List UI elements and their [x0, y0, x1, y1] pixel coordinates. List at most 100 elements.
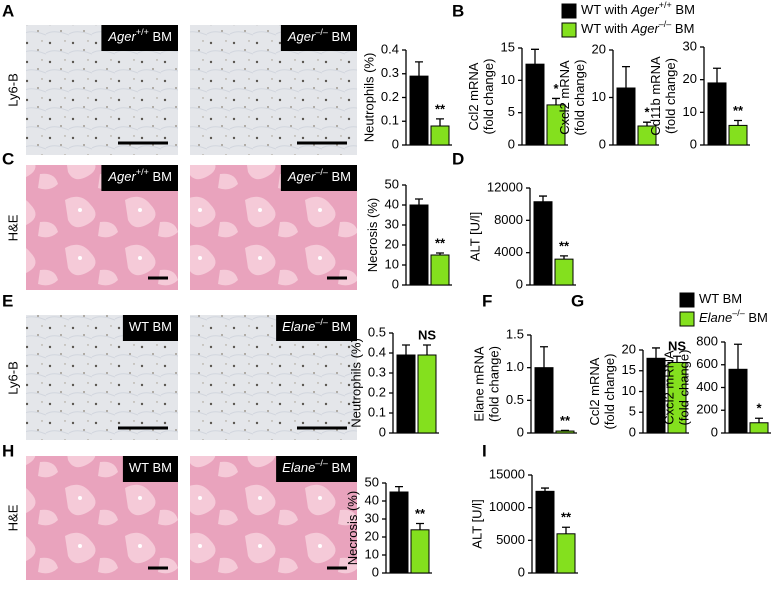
bar	[409, 75, 429, 146]
legend-label: WT BM	[699, 291, 742, 306]
annotation: **	[415, 506, 426, 521]
y-label: (fold change)	[602, 354, 617, 430]
error-bar	[436, 252, 444, 255]
row-label: H&E	[5, 504, 20, 531]
text-part: –/–	[315, 27, 328, 37]
text-part: BM	[149, 29, 172, 44]
y-label: (fold change)	[481, 59, 496, 135]
y-tick-label: 15000	[489, 466, 525, 481]
annotation: **	[559, 238, 570, 253]
label-box	[101, 25, 178, 51]
text-part: Ager	[287, 169, 316, 184]
y-label: (fold change)	[572, 60, 587, 136]
image-label: WT BM	[129, 460, 172, 475]
y-label: Cxcl2 mRNA	[557, 60, 572, 135]
bar	[430, 254, 450, 286]
text-part: WT BM	[129, 460, 172, 475]
text-part: BM	[328, 319, 351, 334]
y-label: Necrosis (%)	[365, 198, 380, 272]
y-tick-label: 0.5	[368, 324, 386, 339]
y-tick-label: 15	[622, 362, 636, 377]
y-label: ALT [U/l]	[469, 499, 484, 548]
y-tick-label: 10	[385, 256, 399, 271]
y-tick-label: 15	[501, 39, 515, 54]
error-bar	[423, 344, 431, 355]
image-label: WT BM	[129, 319, 172, 334]
y-tick-label: 0	[517, 424, 524, 439]
bar	[728, 124, 748, 146]
bar	[555, 430, 575, 434]
bar	[417, 354, 437, 434]
error-bar	[560, 255, 568, 260]
y-tick-label: 8000	[494, 212, 523, 227]
y-tick-label: 0.3	[381, 65, 399, 80]
error-bar	[402, 344, 410, 355]
y-tick-label: 20	[622, 341, 636, 356]
text-part: WT with	[581, 21, 631, 36]
text-part: BM	[149, 169, 172, 184]
text-part: –/–	[315, 458, 328, 468]
error-bar	[562, 526, 570, 534]
text-part: BM	[328, 169, 351, 184]
legend-swatch	[561, 22, 577, 38]
label-box	[122, 315, 178, 341]
annotation: NS	[668, 339, 686, 354]
y-tick-label: 50	[385, 176, 399, 191]
y-tick-label: 10	[683, 104, 697, 119]
error-bar	[734, 119, 742, 126]
text-part: –/–	[315, 317, 328, 327]
error-bar	[652, 347, 660, 359]
y-tick-label: 1.0	[506, 359, 524, 374]
text-part: –/–	[732, 308, 745, 318]
y-tick-label: 0.1	[381, 113, 399, 128]
error-bar	[622, 65, 630, 88]
y-tick-label: 40	[365, 492, 379, 507]
y-tick-label: 800	[696, 333, 718, 348]
y-tick-label: 0	[711, 424, 718, 439]
y-tick-label: 200	[696, 402, 718, 417]
y-tick-label: 12000	[487, 179, 523, 194]
label-box	[101, 165, 178, 191]
bar	[533, 201, 553, 286]
y-tick-label: 10000	[489, 499, 525, 514]
text-part: Ager	[287, 29, 316, 44]
annotation: *	[553, 81, 559, 96]
error-bar	[734, 343, 742, 370]
legend-swatch	[679, 292, 695, 308]
label-box	[280, 165, 357, 191]
bar	[525, 63, 545, 146]
bar	[409, 204, 429, 286]
text-part: –/–	[659, 19, 672, 29]
text-part: +/+	[136, 167, 149, 177]
error-bar	[415, 198, 423, 205]
image-label: Elane–/– BM	[282, 458, 351, 475]
error-bar	[643, 121, 651, 126]
y-tick-label: 0.3	[368, 364, 386, 379]
y-tick-label: 30	[365, 510, 379, 525]
error-bar	[673, 355, 681, 363]
text-part: WT BM	[129, 319, 172, 334]
y-tick-label: 10	[622, 383, 636, 398]
y-tick-label: 0.4	[368, 344, 386, 359]
error-bar	[713, 67, 721, 83]
annotation: *	[644, 105, 650, 120]
annotation: *	[756, 401, 762, 416]
annotation: **	[435, 101, 446, 116]
label-box	[122, 456, 178, 482]
image-label: Ager+/+ BM	[107, 167, 172, 184]
y-label: Cd11b mRNA	[648, 56, 663, 136]
legend-label: WT with Ager+/+ BM	[581, 0, 695, 17]
error-bar	[436, 118, 444, 126]
y-label: Neutrophils (%)	[348, 338, 363, 428]
y-tick-label: 0	[392, 276, 399, 291]
y-label: Ccl2 mRNA	[587, 357, 602, 425]
legend-label: Elane–/– BM	[699, 308, 768, 325]
y-tick-label: 30	[385, 216, 399, 231]
y-label: Ccl2 mRNA	[466, 62, 481, 130]
y-label: Cxcl2 mRNA	[662, 350, 677, 425]
panel-letter: D	[452, 149, 464, 168]
annotation: **	[560, 413, 571, 428]
text-part: BM	[671, 21, 694, 36]
y-label: (fold change)	[677, 350, 692, 426]
